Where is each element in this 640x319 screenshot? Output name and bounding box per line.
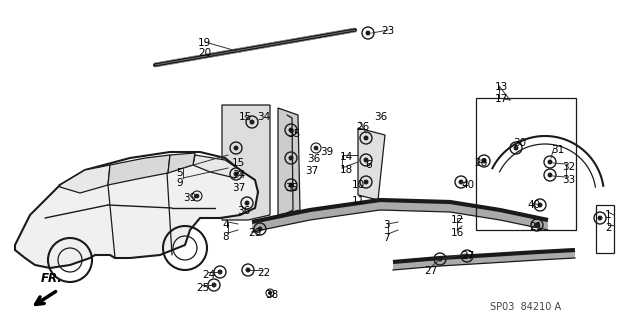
Text: 10: 10 xyxy=(352,180,365,190)
Text: FR.: FR. xyxy=(41,272,63,285)
Text: 13: 13 xyxy=(495,82,508,92)
Text: 34: 34 xyxy=(232,170,245,180)
Text: 7: 7 xyxy=(383,233,390,243)
Circle shape xyxy=(289,183,293,187)
Polygon shape xyxy=(193,155,240,178)
Text: 27: 27 xyxy=(424,266,437,276)
Text: 12: 12 xyxy=(451,215,464,225)
Text: 36: 36 xyxy=(237,206,250,216)
Bar xyxy=(596,205,614,253)
Text: 35: 35 xyxy=(285,183,298,193)
Text: 27: 27 xyxy=(461,251,474,261)
Text: 18: 18 xyxy=(340,165,353,175)
Circle shape xyxy=(548,173,552,177)
Text: 1: 1 xyxy=(605,210,612,220)
Circle shape xyxy=(250,120,254,124)
Text: 22: 22 xyxy=(257,268,270,278)
Circle shape xyxy=(314,146,318,150)
Polygon shape xyxy=(60,165,110,193)
Text: 21: 21 xyxy=(529,222,542,232)
Text: 19: 19 xyxy=(198,38,211,48)
Polygon shape xyxy=(168,153,195,173)
Polygon shape xyxy=(108,155,170,185)
Circle shape xyxy=(366,31,370,35)
Circle shape xyxy=(364,136,368,140)
Circle shape xyxy=(364,180,368,184)
Circle shape xyxy=(514,146,518,150)
Text: 32: 32 xyxy=(562,162,575,172)
Circle shape xyxy=(195,194,199,198)
Text: 33: 33 xyxy=(562,175,575,185)
Circle shape xyxy=(364,158,368,162)
Text: SP03  84210 A: SP03 84210 A xyxy=(490,302,561,312)
Circle shape xyxy=(258,227,262,231)
Text: 5: 5 xyxy=(176,168,182,178)
Polygon shape xyxy=(358,128,385,200)
Polygon shape xyxy=(252,210,310,232)
Text: 31: 31 xyxy=(551,145,564,155)
Text: 25: 25 xyxy=(196,283,209,293)
Polygon shape xyxy=(450,202,500,220)
Text: 6: 6 xyxy=(365,160,372,170)
Circle shape xyxy=(212,283,216,287)
Text: 36: 36 xyxy=(374,112,387,122)
Text: 11: 11 xyxy=(352,196,365,206)
Text: 15: 15 xyxy=(232,158,245,168)
Text: 20: 20 xyxy=(198,48,211,58)
Circle shape xyxy=(234,146,238,150)
Polygon shape xyxy=(538,250,575,260)
Circle shape xyxy=(268,291,271,295)
Circle shape xyxy=(245,201,249,205)
Polygon shape xyxy=(393,258,440,270)
Polygon shape xyxy=(440,255,490,266)
Text: 4: 4 xyxy=(222,220,228,230)
Text: 17: 17 xyxy=(495,94,508,104)
Polygon shape xyxy=(278,108,300,215)
Polygon shape xyxy=(222,105,270,220)
Text: 30: 30 xyxy=(513,138,526,148)
Circle shape xyxy=(538,203,542,207)
Text: 29: 29 xyxy=(248,228,261,238)
Circle shape xyxy=(465,254,469,258)
Text: 38: 38 xyxy=(265,290,278,300)
Polygon shape xyxy=(15,160,258,268)
Text: 39: 39 xyxy=(320,147,333,157)
Text: 28: 28 xyxy=(474,158,487,168)
Circle shape xyxy=(289,156,293,160)
Text: 8: 8 xyxy=(222,232,228,242)
Polygon shape xyxy=(490,252,538,263)
Circle shape xyxy=(289,128,293,132)
Text: 14: 14 xyxy=(340,152,353,162)
Circle shape xyxy=(246,268,250,272)
Text: 37: 37 xyxy=(232,183,245,193)
Text: 40: 40 xyxy=(527,200,540,210)
Text: 16: 16 xyxy=(451,228,464,238)
Text: 15: 15 xyxy=(239,112,252,122)
Polygon shape xyxy=(380,200,450,212)
Text: 37: 37 xyxy=(305,166,318,176)
Circle shape xyxy=(482,159,486,163)
Text: 36: 36 xyxy=(307,154,320,164)
Circle shape xyxy=(218,270,222,274)
Text: 35: 35 xyxy=(287,129,300,139)
Text: 23: 23 xyxy=(381,26,394,36)
Text: 39: 39 xyxy=(183,193,196,203)
Text: 2: 2 xyxy=(605,223,612,233)
Circle shape xyxy=(459,180,463,184)
Circle shape xyxy=(598,216,602,220)
Text: 24: 24 xyxy=(202,270,215,280)
Polygon shape xyxy=(500,210,548,230)
Text: 3: 3 xyxy=(383,220,390,230)
Text: 40: 40 xyxy=(461,180,474,190)
Text: 26: 26 xyxy=(356,122,369,132)
Circle shape xyxy=(548,160,552,164)
Circle shape xyxy=(535,223,539,227)
Text: 9: 9 xyxy=(176,178,182,188)
Text: 34: 34 xyxy=(257,112,270,122)
Circle shape xyxy=(438,257,442,261)
Circle shape xyxy=(234,172,238,176)
Polygon shape xyxy=(310,200,380,220)
